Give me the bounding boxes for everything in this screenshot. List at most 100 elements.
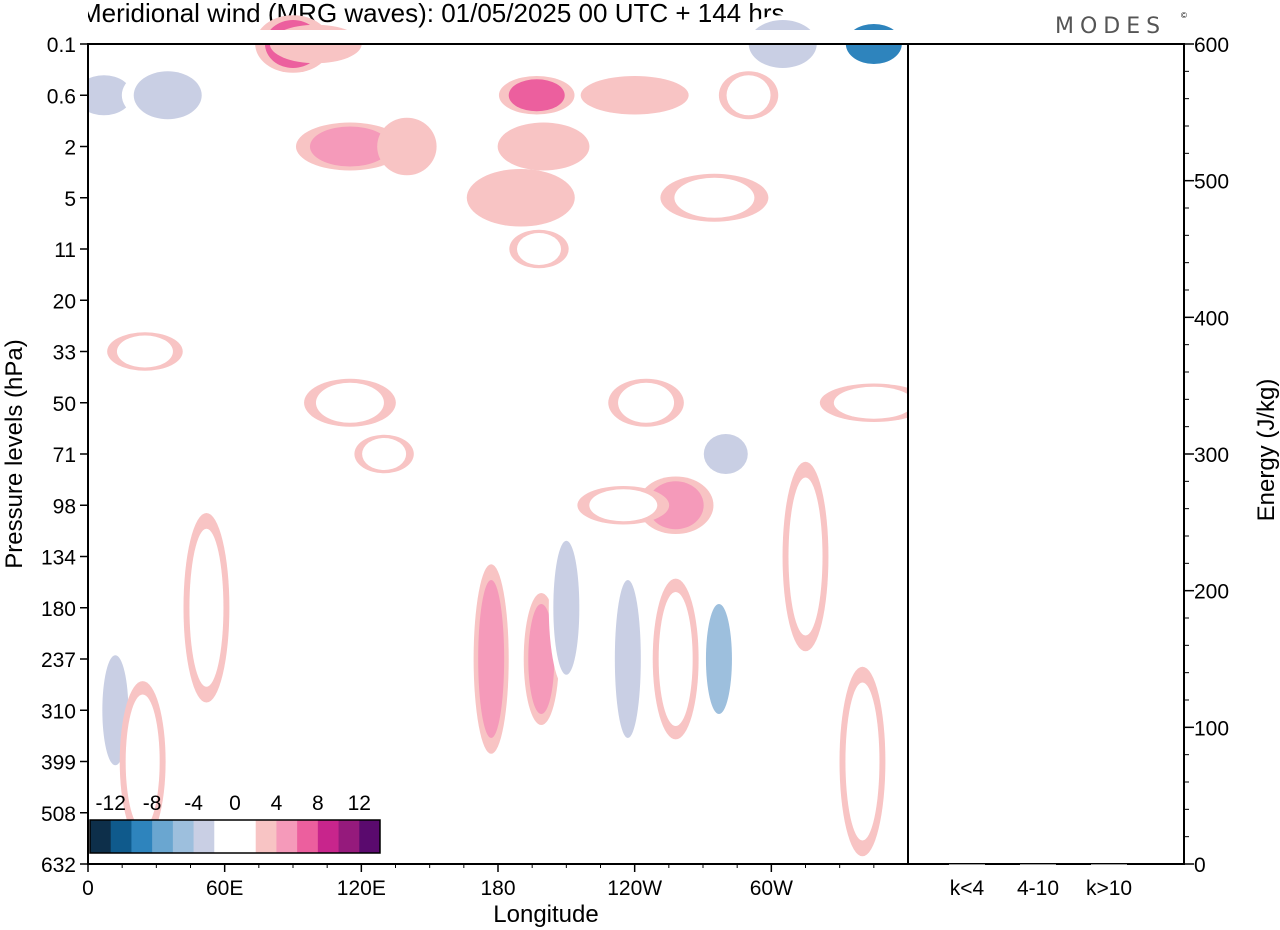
energy-tick-label: 100 — [1194, 717, 1229, 740]
energy-category-label: k<4 — [950, 877, 985, 900]
y-tick-label: 11 — [54, 239, 76, 262]
contour-blob — [111, 130, 192, 163]
colorbar-swatch — [172, 820, 195, 853]
contour-blob — [189, 528, 224, 687]
y-tick-label: 0.6 — [47, 85, 76, 108]
contour-blob — [133, 71, 202, 120]
contour-blob — [517, 233, 561, 265]
contour-blob — [508, 79, 565, 112]
colorbar-label: -8 — [143, 792, 162, 815]
contour-blob — [309, 126, 390, 167]
contour-blob — [845, 682, 880, 841]
colorbar-swatch — [193, 820, 215, 853]
colorbar-swatch — [297, 820, 319, 853]
y-tick-label: 33 — [53, 342, 76, 365]
colorbar-swatch — [131, 820, 153, 853]
contour-blob — [480, 173, 561, 222]
heatmap-field — [0, 0, 1188, 930]
y-tick-label: 632 — [41, 854, 76, 877]
colorbar-swatch — [90, 820, 112, 853]
colorbar-swatch — [214, 820, 236, 853]
energy-tick-label: 600 — [1194, 34, 1229, 57]
energy-axis-label: Energy (J/kg) — [1253, 379, 1280, 522]
colorbar-frame — [89, 819, 381, 854]
y-tick-label: 310 — [41, 700, 76, 723]
contour-blob — [658, 592, 693, 726]
contour-blob — [384, 122, 429, 171]
contour-blob — [344, 540, 379, 675]
contour-blob — [833, 386, 914, 419]
contour-blob — [125, 694, 160, 829]
contour-blob — [75, 75, 132, 116]
mask-top — [88, 30, 908, 44]
colorbar-swatch — [152, 820, 174, 853]
energy-tick-label: 300 — [1194, 444, 1229, 467]
y-tick-label: 237 — [41, 649, 76, 672]
x-tick-label: 120E — [337, 877, 386, 900]
contour-blob — [839, 181, 908, 214]
colorbar-swatch — [276, 820, 298, 853]
energy-tick-label: 400 — [1194, 307, 1229, 330]
contour-blob — [800, 122, 857, 171]
contour-blob — [594, 79, 675, 112]
contour-blob — [225, 276, 270, 325]
contour-blob — [553, 540, 580, 675]
colorbar-label: 8 — [312, 792, 324, 815]
y-tick-label: 508 — [41, 803, 76, 826]
contour-blob — [362, 438, 407, 470]
energy-category-label: 4-10 — [1017, 877, 1059, 900]
x-tick-label: 60E — [206, 877, 243, 900]
energy-bar — [1020, 864, 1056, 865]
colorbar-swatch — [110, 820, 132, 853]
contour-blob — [726, 75, 771, 116]
contour-blob — [748, 378, 817, 427]
contour-blob — [116, 335, 173, 368]
colorbar-label: -12 — [96, 792, 126, 815]
chart-title: Meridional wind (MRG waves): 01/05/2025 … — [80, 0, 785, 28]
y-tick-label: 180 — [41, 598, 76, 621]
y-tick-label: 98 — [53, 495, 76, 518]
mask-bottom — [88, 864, 908, 930]
x-tick-label: 0 — [82, 877, 94, 900]
mask-right — [908, 34, 1188, 874]
y-tick-label: 134 — [41, 547, 76, 570]
colorbar-label: 12 — [348, 792, 371, 815]
energy-bar — [1091, 864, 1127, 865]
colorbar-label: -4 — [184, 792, 203, 815]
colorbar-swatch — [338, 820, 360, 853]
axes: 0.1 0.6 2 5 11 20 33 50 71 98 134 180 237 310 399 508 63… — [1, 34, 909, 928]
contour-blob — [412, 430, 493, 478]
contour-blob — [705, 604, 732, 714]
contour-blob — [589, 489, 658, 522]
contour-blob — [253, 552, 288, 663]
x-tick-label: 120W — [607, 877, 662, 900]
y-tick-label: 2 — [64, 137, 76, 160]
contour-blob — [315, 382, 384, 423]
y-tick-label: 0.1 — [47, 34, 76, 57]
energy-panel: 0 100 200 300 400 500 600 k<4 4-10 k>10 Energy (J/… — [907, 34, 1280, 900]
colorbar: -12 -8 -4 0 4 8 12 — [89, 792, 381, 854]
x-axis-label: Longitude — [493, 901, 598, 928]
energy-tick-label: 0 — [1194, 854, 1206, 877]
mask-left — [0, 0, 88, 930]
energy-tick-label: 500 — [1194, 171, 1229, 194]
contour-blob — [478, 580, 505, 738]
contour-blob — [614, 580, 641, 738]
colorbar-label: 4 — [271, 792, 283, 815]
energy-tick-label: 200 — [1194, 581, 1229, 604]
colorbar-swatch — [317, 820, 340, 853]
colorbar-label: 0 — [229, 792, 241, 815]
contour-blob — [618, 382, 675, 423]
colorbar-swatch — [359, 820, 381, 853]
y-tick-label: 399 — [41, 752, 76, 775]
contour-blob — [647, 481, 704, 530]
y-tick-label: 71 — [53, 444, 76, 467]
energy-category-label: k>10 — [1086, 877, 1132, 900]
contour-blob — [528, 604, 555, 714]
contour-blob — [703, 434, 748, 474]
contour-blob — [509, 126, 578, 167]
colorbar-swatch — [255, 820, 277, 853]
contour-blob — [107, 177, 151, 218]
energy-bar — [949, 864, 985, 865]
